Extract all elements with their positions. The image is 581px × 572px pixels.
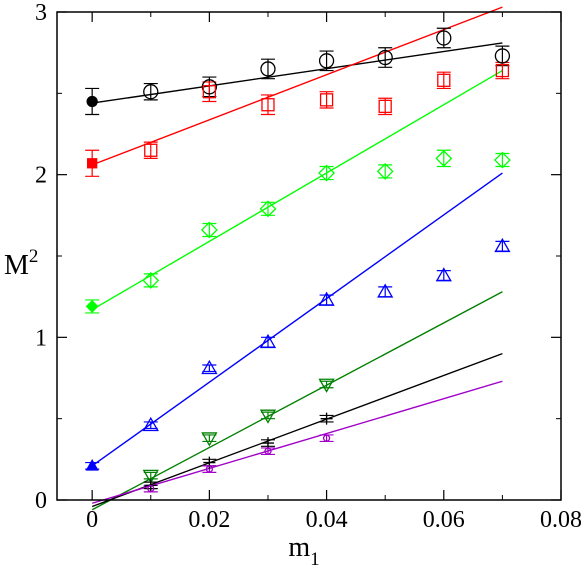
error-bar (319, 294, 334, 306)
data-point-triangle-up (435, 267, 452, 282)
data-point-small-circle (205, 465, 214, 473)
error-bar (319, 380, 334, 389)
error-bar (319, 165, 334, 181)
error-bar (143, 421, 158, 430)
x-axis-label: m1 (288, 532, 319, 570)
data-point-triangle-up (142, 416, 159, 432)
y-axis-label: M2 (4, 246, 38, 281)
data-point-circle (201, 79, 218, 95)
error-bar (202, 364, 217, 373)
data-point-diamond (435, 149, 453, 167)
data-point-square (437, 73, 451, 87)
data-point-circle (260, 61, 276, 77)
data-point-circle (494, 48, 511, 64)
error-bar (143, 471, 158, 480)
error-bar (143, 273, 158, 288)
data-point-square (202, 85, 217, 99)
error-bar (378, 164, 393, 179)
data-point-square (319, 93, 334, 107)
data-point-small-circle (322, 434, 331, 442)
error-bar (495, 152, 510, 168)
y-axis-ticks: 0 1 2 3 (35, 0, 561, 514)
data-point-square (495, 63, 510, 78)
x-axis-ticks: 0 0.02 0.04 0.06 0.08 (86, 12, 581, 533)
fit-line (91, 380, 503, 504)
y-tick-label: 2 (35, 163, 47, 189)
data-point-triangle-up (494, 237, 511, 253)
fit-line (92, 42, 503, 104)
x-tick-label: 0.04 (306, 507, 348, 533)
data-point-circle (143, 84, 159, 100)
fit-line (91, 352, 503, 508)
x-tick-label: 0.06 (423, 507, 465, 533)
data-point-triangle-up (318, 291, 335, 306)
data-point-circle-filled (86, 95, 98, 108)
x-axis-label-sub: 1 (310, 549, 320, 570)
data-point-triangle-up (201, 359, 218, 375)
error-bar (378, 286, 393, 298)
data-point-square (378, 99, 392, 113)
data-point-circle (436, 30, 452, 46)
data-point-triangle-up-filled (85, 459, 99, 471)
data-point-triangle-down (201, 432, 218, 447)
error-bar (260, 94, 275, 116)
y-axis-label-sup: 2 (29, 246, 39, 267)
data-point-diamond (493, 151, 511, 169)
data-point-plus (261, 437, 274, 450)
data-point-plus (320, 412, 333, 425)
data-point-triangle-down (142, 469, 159, 484)
error-bar (202, 434, 217, 443)
error-bar (260, 201, 275, 216)
data-point-small-circle (147, 484, 155, 493)
data-point-square (261, 98, 275, 112)
data-point-square (144, 143, 158, 157)
data-point-circle (318, 53, 335, 69)
error-bar (143, 82, 158, 101)
fit-line (91, 6, 503, 166)
data-point-triangle-down (259, 409, 277, 424)
error-bar (436, 270, 451, 281)
data-point-diamond (259, 200, 277, 218)
data-point-small-circle (264, 447, 272, 455)
error-bar (495, 240, 510, 252)
data-point-circle (377, 49, 393, 66)
error-bar (202, 222, 217, 238)
error-bar (319, 434, 334, 443)
data-point-diamond (142, 271, 160, 289)
fit-line (91, 291, 503, 511)
data-point-diamond (200, 221, 218, 239)
y-tick-label: 3 (35, 0, 47, 26)
data-point-square-filled (87, 158, 98, 169)
error-bar (260, 411, 275, 420)
fit-line (91, 172, 503, 467)
fit-line (91, 69, 503, 311)
data-point-triangle-up (259, 333, 277, 349)
error-bar (436, 149, 451, 168)
data-points (85, 30, 511, 493)
x-axis-label-base: m (288, 532, 310, 563)
x-tick-label: 0.02 (188, 507, 230, 533)
data-point-diamond (318, 164, 336, 182)
data-point-triangle-down (318, 378, 335, 393)
x-tick-label: 0 (86, 507, 98, 533)
x-tick-label: 0.08 (540, 507, 581, 533)
data-point-triangle-up (377, 283, 394, 298)
y-tick-label: 0 (35, 488, 47, 514)
error-bar (260, 336, 275, 348)
data-point-diamond-filled (85, 300, 99, 313)
data-point-diamond (376, 162, 394, 180)
plot-frame (56, 11, 562, 501)
y-axis-label-base: M (4, 250, 29, 281)
y-tick-label: 1 (35, 325, 47, 351)
fit-lines (91, 6, 503, 511)
